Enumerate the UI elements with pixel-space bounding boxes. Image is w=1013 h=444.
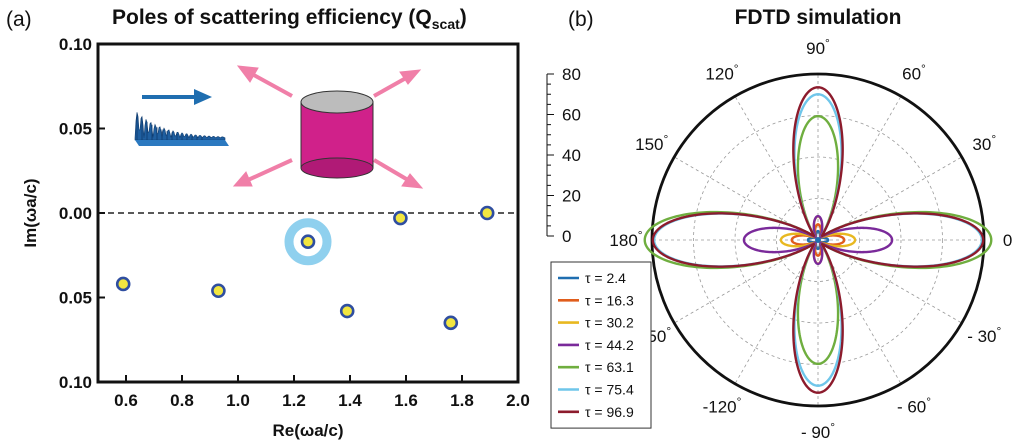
- y-tick-label: 0.10: [59, 35, 92, 54]
- radial-tick-label: 80: [562, 65, 581, 84]
- polar-chart: 90°60°30°0°- 30°- 60°- 90°-120°-150°180°…: [546, 36, 1013, 442]
- polar-grid-spoke: [734, 239, 819, 384]
- polar-grid-spoke: [817, 239, 962, 324]
- pole-point: [479, 205, 495, 221]
- legend-entry: τ = 63.1: [585, 359, 634, 375]
- polar-grid-circle: [693, 115, 943, 365]
- panel-a-label: (a): [6, 8, 32, 31]
- polar-angle-label: -120°: [703, 394, 742, 416]
- legend-entry: τ = 44.2: [585, 337, 634, 353]
- polar-angle-label: 150°: [635, 132, 668, 154]
- pole-point: [115, 276, 131, 292]
- x-tick-label: 1.4: [338, 391, 362, 410]
- polar-center-dot: [815, 237, 821, 243]
- legend-entry: τ = 75.4: [585, 382, 634, 398]
- legend-entry: τ = 2.4: [585, 270, 626, 286]
- x-tick-label: 1.2: [282, 391, 306, 410]
- scattering-illustration: [134, 65, 424, 189]
- polar-title: FDTD simulation: [735, 6, 902, 29]
- highlight-ring: [284, 218, 332, 266]
- polar-angle-label: 180°: [609, 228, 642, 250]
- x-axis-label: Re(ωa/c): [272, 421, 343, 440]
- scatter-title: Poles of scattering efficiency (Qscat): [112, 6, 467, 32]
- polar-grid-spoke: [674, 239, 819, 324]
- polar-grid-spoke: [817, 239, 902, 384]
- polar-angle-label: - 60°: [897, 394, 931, 416]
- y-tick-label: 0.10: [59, 373, 92, 392]
- cylinder-icon: [300, 90, 374, 179]
- y-axis-label: Im(ωa/c): [21, 178, 40, 247]
- y-tick-label: 0.05: [59, 120, 92, 139]
- x-tick-label: 1.6: [394, 391, 418, 410]
- legend-entry: τ = 16.3: [585, 292, 634, 308]
- x-tick-label: 1.0: [226, 391, 250, 410]
- y-tick-label: 0.00: [59, 204, 92, 223]
- scattering-arrows: [232, 65, 424, 189]
- pole-point: [393, 210, 408, 226]
- pole-point: [339, 303, 355, 319]
- polar-grid-circle: [734, 156, 902, 324]
- decaying-wave-icon: [134, 112, 229, 146]
- incident-arrow-icon: [142, 89, 212, 105]
- polar-grid-spoke: [734, 96, 819, 241]
- y-tick-label: 0.05: [59, 289, 92, 308]
- legend-entry: τ = 96.9: [585, 404, 634, 420]
- polar-grid-spoke: [817, 96, 902, 241]
- panel-b-label: (b): [568, 8, 594, 31]
- radial-tick-label: 40: [562, 146, 581, 165]
- x-tick-label: 0.8: [170, 391, 194, 410]
- polar-angle-label: 90°: [806, 36, 830, 58]
- polar-grid-spoke: [817, 156, 962, 241]
- polar-angle-label: 30°: [972, 132, 996, 154]
- radial-tick-label: 0: [562, 227, 571, 246]
- pole-point: [443, 315, 459, 331]
- radial-tick-label: 20: [562, 187, 581, 206]
- x-tick-label: 1.8: [450, 391, 474, 410]
- scatter-marks: 0.10 0.05 0.00 0.05 0.10 0.6 0.8 1.0 1.2 1.4 1.6 1.…: [21, 35, 530, 440]
- polar-series-line: [651, 86, 985, 394]
- polar-angle-label: 120°: [705, 62, 738, 84]
- x-tick-label: 0.6: [114, 391, 138, 410]
- x-tick-label: 2.0: [506, 391, 530, 410]
- polar-legend: τ = 2.4 τ = 16.3 τ = 30.2 τ = 44.2 τ = 63.1 τ…: [550, 261, 652, 429]
- polar-angle-label: 60°: [902, 62, 926, 84]
- pole-point: [211, 283, 226, 299]
- polar-angle-label: - 30°: [967, 324, 1001, 346]
- pole-point: [300, 234, 316, 250]
- polar-angle-label: - 90°: [801, 420, 835, 442]
- legend-entry: τ = 30.2: [585, 315, 634, 331]
- polar-grid-spoke: [674, 156, 819, 241]
- polar-grid-circle: [776, 198, 860, 282]
- polar-angle-label: 0°: [1003, 228, 1013, 250]
- radial-tick-label: 60: [562, 106, 581, 125]
